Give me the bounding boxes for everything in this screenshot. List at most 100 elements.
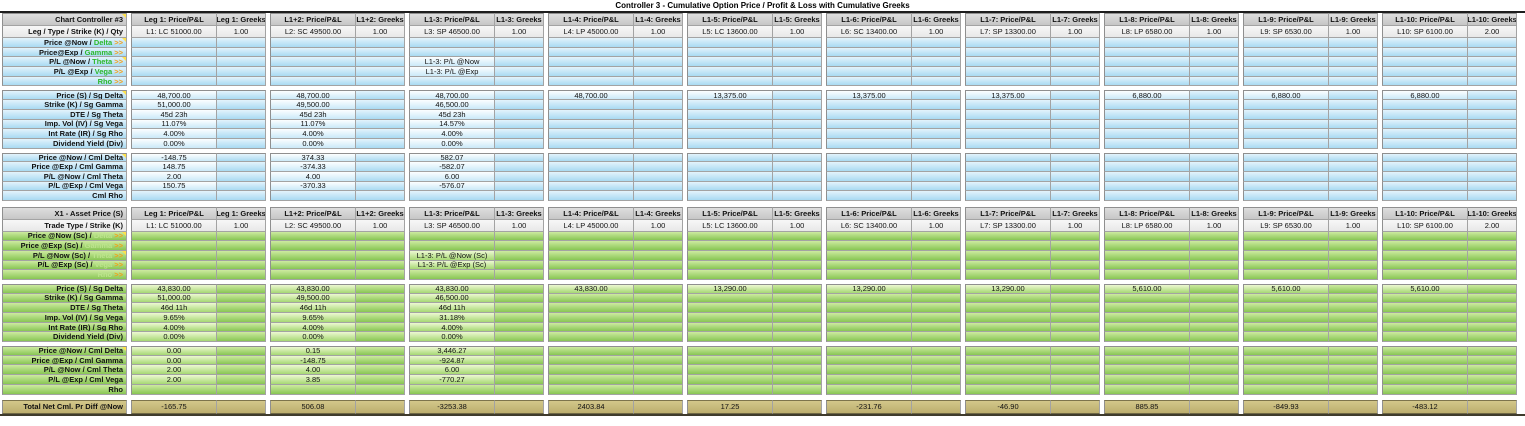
- data-cell[interactable]: [826, 270, 912, 280]
- data-cell[interactable]: [1329, 90, 1378, 101]
- data-cell[interactable]: [634, 270, 683, 280]
- data-cell[interactable]: [634, 303, 683, 313]
- data-cell[interactable]: [1243, 191, 1329, 201]
- data-cell[interactable]: [495, 260, 544, 271]
- data-cell[interactable]: [1190, 231, 1239, 242]
- data-cell[interactable]: [1329, 346, 1378, 356]
- data-cell[interactable]: [826, 241, 912, 251]
- data-cell[interactable]: [1104, 250, 1190, 261]
- data-cell[interactable]: [1104, 171, 1190, 182]
- data-cell[interactable]: [1104, 375, 1190, 385]
- data-cell[interactable]: [634, 171, 683, 182]
- data-cell[interactable]: [1329, 191, 1378, 201]
- leg-descriptor-cell[interactable]: L1: LC 51000.00: [131, 26, 217, 38]
- data-cell[interactable]: [965, 67, 1051, 77]
- data-cell[interactable]: [687, 241, 773, 251]
- data-cell[interactable]: [634, 129, 683, 139]
- data-cell[interactable]: -148.75: [131, 152, 217, 163]
- data-cell[interactable]: [773, 109, 822, 120]
- data-cell[interactable]: [1468, 162, 1517, 172]
- data-cell[interactable]: [1190, 76, 1239, 87]
- data-cell[interactable]: [495, 57, 544, 68]
- data-cell[interactable]: [1329, 181, 1378, 192]
- row-label-cell[interactable]: P/L @Exp / Cml Vega: [2, 375, 127, 385]
- data-cell[interactable]: [131, 67, 217, 77]
- row-label-cell[interactable]: Int Rate (IR) / Sg Rho: [2, 322, 127, 333]
- data-cell[interactable]: [1104, 152, 1190, 163]
- data-cell[interactable]: [965, 270, 1051, 280]
- leg-qty-cell[interactable]: 1.00: [773, 26, 822, 38]
- data-cell[interactable]: [773, 250, 822, 261]
- data-cell[interactable]: [687, 270, 773, 280]
- data-cell[interactable]: [1190, 332, 1239, 343]
- data-cell[interactable]: 0.00%: [131, 332, 217, 343]
- data-cell[interactable]: [1468, 250, 1517, 261]
- data-cell[interactable]: [634, 346, 683, 356]
- data-cell[interactable]: [1468, 191, 1517, 201]
- data-cell[interactable]: [1190, 47, 1239, 58]
- data-cell[interactable]: [1382, 181, 1468, 192]
- data-cell[interactable]: [687, 171, 773, 182]
- data-cell[interactable]: [1051, 250, 1100, 261]
- data-cell[interactable]: [912, 129, 961, 139]
- total-cell[interactable]: -483.12: [1382, 400, 1468, 414]
- data-cell[interactable]: [1382, 57, 1468, 68]
- data-cell[interactable]: [356, 313, 405, 323]
- data-cell[interactable]: [826, 303, 912, 313]
- leg-descriptor-cell[interactable]: L1: LC 51000.00: [131, 219, 217, 232]
- data-cell[interactable]: 0.00%: [131, 138, 217, 149]
- data-cell[interactable]: [1051, 270, 1100, 280]
- data-cell[interactable]: [495, 303, 544, 313]
- data-cell[interactable]: [965, 191, 1051, 201]
- data-cell[interactable]: [826, 355, 912, 366]
- data-cell[interactable]: 14.57%: [409, 119, 495, 130]
- data-cell[interactable]: [1329, 138, 1378, 149]
- data-cell[interactable]: [1468, 76, 1517, 87]
- leg-descriptor-cell[interactable]: L7: SP 13300.00: [965, 219, 1051, 232]
- data-cell[interactable]: 9.65%: [131, 313, 217, 323]
- data-cell[interactable]: [773, 181, 822, 192]
- data-cell[interactable]: [1051, 76, 1100, 87]
- greek-link-label[interactable]: Gamma: [84, 47, 113, 57]
- data-cell[interactable]: [1243, 119, 1329, 130]
- data-cell[interactable]: [912, 313, 961, 323]
- data-cell[interactable]: [1190, 241, 1239, 251]
- data-cell[interactable]: [773, 138, 822, 149]
- data-cell[interactable]: [1190, 250, 1239, 261]
- data-cell[interactable]: [1104, 191, 1190, 201]
- data-cell[interactable]: [1190, 313, 1239, 323]
- data-cell[interactable]: [773, 67, 822, 77]
- data-cell[interactable]: [356, 152, 405, 163]
- data-cell[interactable]: [217, 191, 266, 201]
- data-cell[interactable]: 9.65%: [270, 313, 356, 323]
- data-cell[interactable]: [1051, 322, 1100, 333]
- data-cell[interactable]: [356, 191, 405, 201]
- row-label-cell[interactable]: Price (S) / Sg Delta: [2, 90, 127, 101]
- data-cell[interactable]: 49,500.00: [270, 293, 356, 304]
- data-cell[interactable]: [634, 47, 683, 58]
- data-cell[interactable]: [1468, 129, 1517, 139]
- data-cell[interactable]: [1329, 270, 1378, 280]
- data-cell[interactable]: [687, 322, 773, 333]
- data-cell[interactable]: 43,830.00: [270, 283, 356, 294]
- data-cell[interactable]: [965, 231, 1051, 242]
- data-cell[interactable]: 6,880.00: [1104, 90, 1190, 101]
- data-cell[interactable]: [912, 191, 961, 201]
- data-cell[interactable]: [1382, 293, 1468, 304]
- data-cell[interactable]: [1329, 129, 1378, 139]
- data-cell[interactable]: [826, 67, 912, 77]
- data-cell[interactable]: [1243, 346, 1329, 356]
- row-label-cell[interactable]: Int Rate (IR) / Sg Rho: [2, 129, 127, 139]
- data-cell[interactable]: [409, 38, 495, 48]
- greek-link-label[interactable]: Gamma: [84, 241, 113, 251]
- data-cell[interactable]: [1104, 231, 1190, 242]
- data-cell[interactable]: [1051, 283, 1100, 294]
- data-cell[interactable]: 2.00: [131, 171, 217, 182]
- data-cell[interactable]: 45d 23h: [270, 109, 356, 120]
- row-label-cell[interactable]: Rho: [2, 384, 127, 395]
- data-cell[interactable]: [1190, 152, 1239, 163]
- data-cell[interactable]: [1104, 241, 1190, 251]
- data-cell[interactable]: 4.00: [270, 171, 356, 182]
- data-cell[interactable]: [495, 76, 544, 87]
- data-cell[interactable]: [356, 332, 405, 343]
